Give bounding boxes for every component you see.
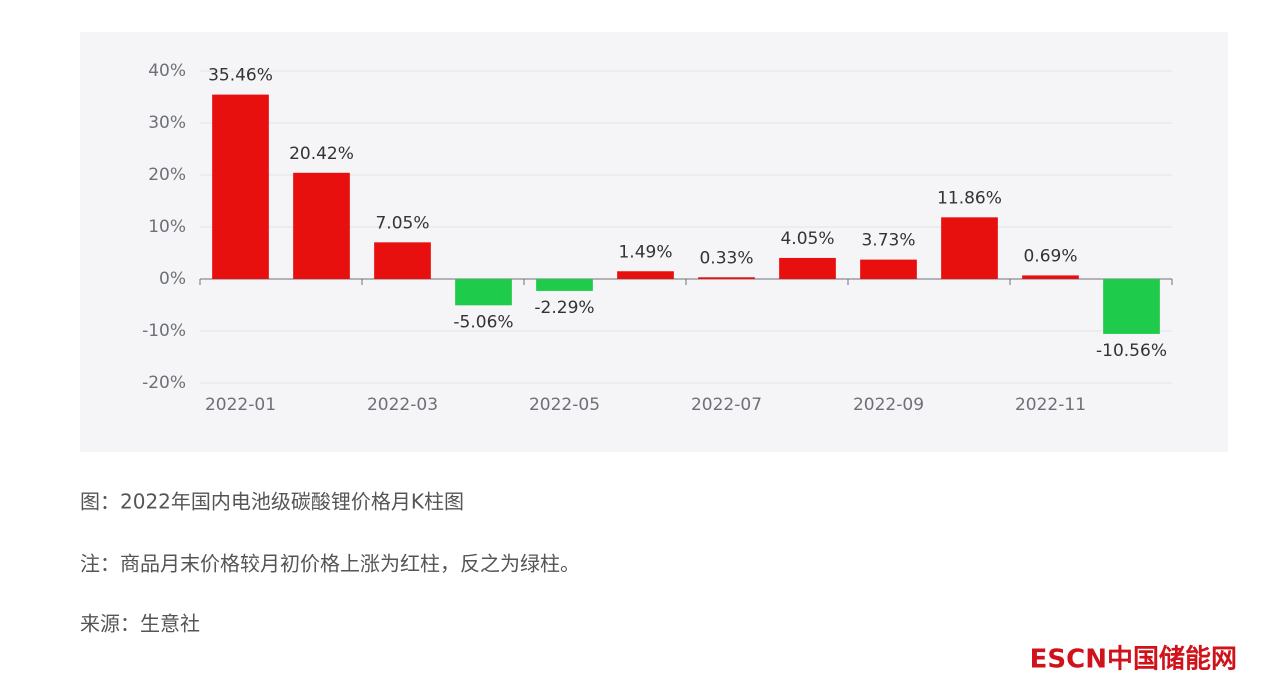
- bar: [374, 242, 431, 279]
- bar: [212, 94, 269, 279]
- bar: [1022, 275, 1079, 279]
- x-tick-label: 2022-05: [529, 395, 600, 415]
- value-label: 7.05%: [375, 213, 429, 233]
- x-tick-label: 2022-01: [205, 395, 276, 415]
- bar: [1103, 279, 1160, 334]
- value-label: 35.46%: [208, 66, 273, 86]
- bar: [617, 271, 674, 279]
- value-label: -2.29%: [534, 298, 594, 318]
- value-label: -10.56%: [1096, 341, 1167, 361]
- bar: [779, 257, 836, 279]
- bar: [455, 279, 512, 306]
- value-label: 0.69%: [1023, 246, 1077, 266]
- logo: ESCN中国储能网: [1030, 644, 1237, 675]
- bar: [698, 277, 755, 279]
- source-caption: 来源：生意社: [80, 612, 200, 636]
- value-label: -5.06%: [453, 312, 513, 332]
- x-tick-label: 2022-03: [367, 395, 438, 415]
- y-tick-label: -10%: [142, 321, 186, 341]
- y-tick-label: 40%: [148, 61, 186, 81]
- x-tick-label: 2022-07: [691, 395, 762, 415]
- value-label: 0.33%: [699, 248, 753, 268]
- note-caption: 注：商品月末价格较月初价格上涨为红柱，反之为绿柱。: [80, 552, 580, 576]
- bar: [941, 217, 998, 279]
- value-label: 3.73%: [861, 231, 915, 251]
- value-label: 20.42%: [289, 144, 354, 164]
- y-tick-label: 0%: [159, 269, 186, 289]
- bar: [536, 279, 593, 291]
- value-label: 1.49%: [618, 242, 672, 262]
- x-tick-label: 2022-09: [853, 395, 924, 415]
- y-tick-label: -20%: [142, 373, 186, 393]
- value-label: 11.86%: [937, 188, 1002, 208]
- value-label: 4.05%: [780, 229, 834, 249]
- y-tick-label: 10%: [148, 217, 186, 237]
- y-tick-label: 20%: [148, 165, 186, 185]
- figure-caption: 图：2022年国内电池级碳酸锂价格月K柱图: [80, 490, 464, 514]
- bar: [860, 259, 917, 279]
- chart-background: [80, 32, 1228, 452]
- y-tick-label: 30%: [148, 113, 186, 133]
- bar: [293, 172, 350, 279]
- x-tick-label: 2022-11: [1015, 395, 1086, 415]
